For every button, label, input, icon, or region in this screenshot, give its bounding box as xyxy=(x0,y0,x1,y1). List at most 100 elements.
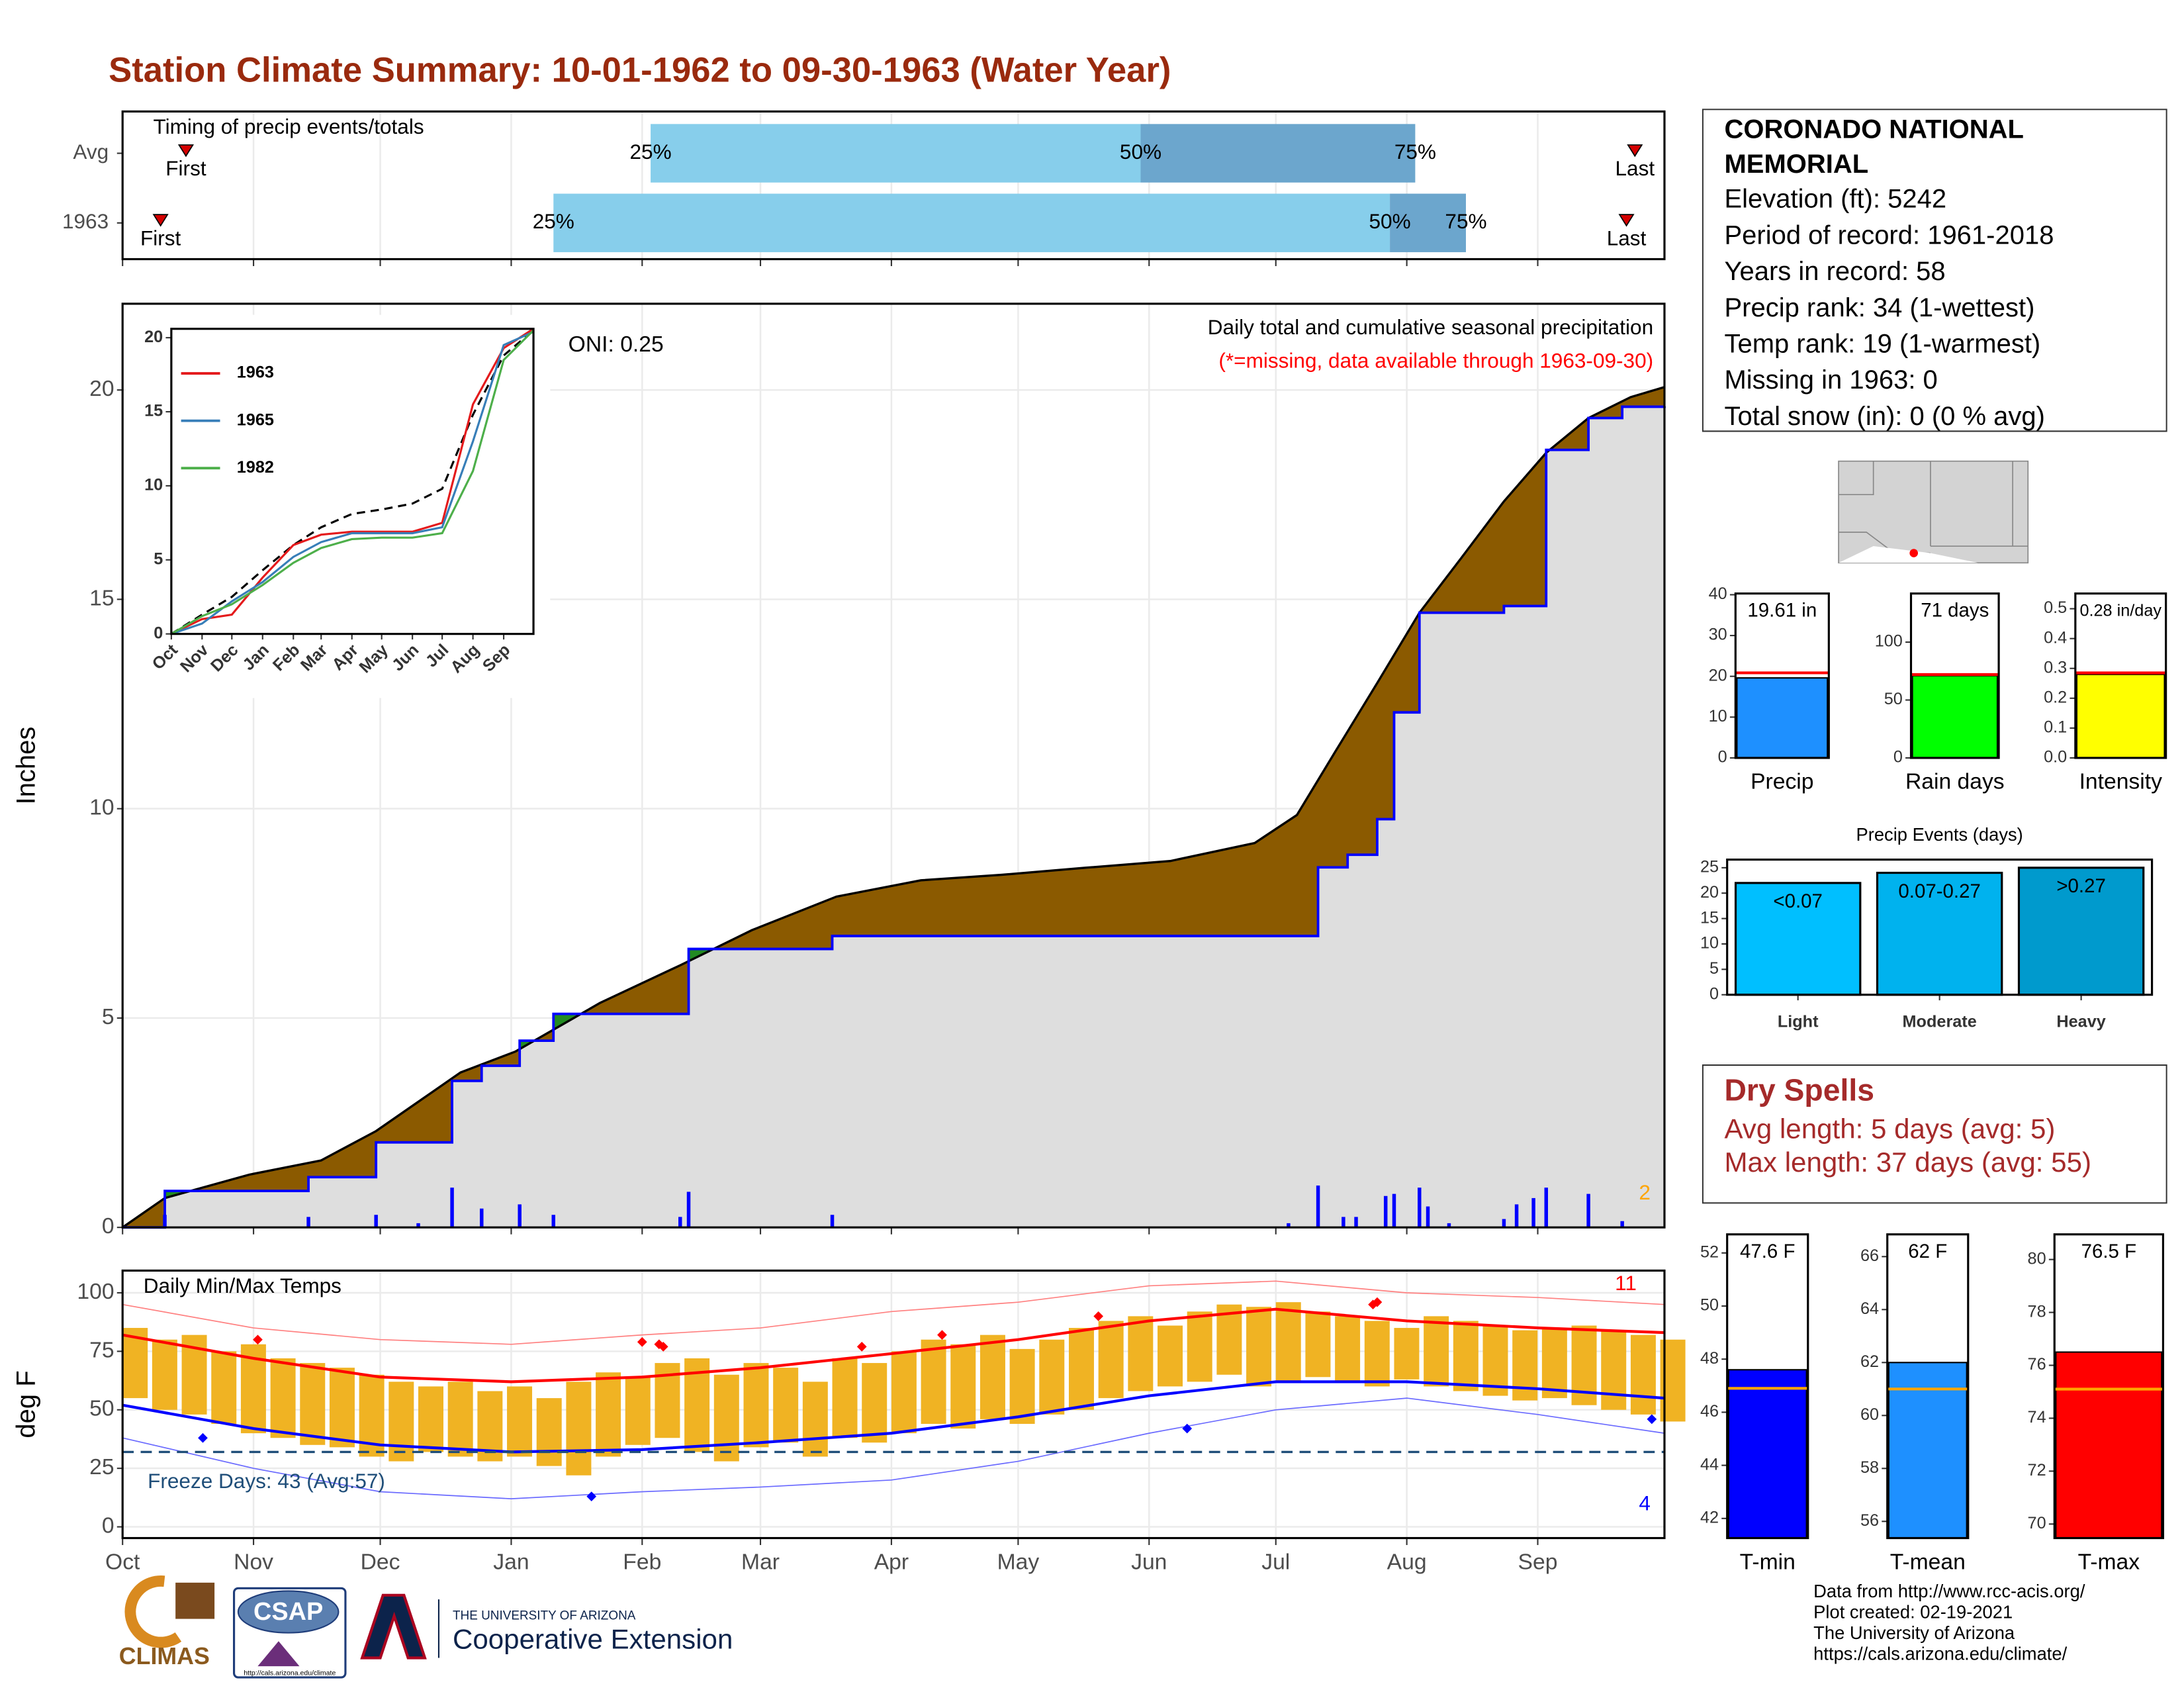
daily-temp-range xyxy=(773,1368,799,1443)
quantile-label: 75% xyxy=(1445,209,1486,233)
x-tick-label: Dec xyxy=(361,1550,400,1574)
record-marker xyxy=(198,1432,208,1443)
bin-label: <0.07 xyxy=(1773,890,1823,912)
daily-precip xyxy=(1620,1221,1624,1228)
y-tick-label: 56 xyxy=(1860,1511,1879,1530)
quantile-label: 50% xyxy=(1120,140,1161,164)
series-line xyxy=(171,328,534,635)
temp-line xyxy=(122,1307,1665,1383)
daily-temp-range xyxy=(832,1358,858,1438)
marker-label: First xyxy=(140,226,181,250)
daily-temp-range xyxy=(1601,1330,1627,1410)
y-tick-label: 20 xyxy=(144,328,163,346)
daily-precip xyxy=(1514,1204,1519,1228)
y-tick-label: 50 xyxy=(89,1397,114,1421)
footer-line: The University of Arizona xyxy=(1813,1622,2015,1643)
daily-temp-range xyxy=(566,1382,592,1476)
value-label: 71 days xyxy=(1921,600,1989,622)
dry-spells-panel: Dry Spells Avg length: 5 days (avg: 5) M… xyxy=(1702,1064,2167,1204)
plot-border xyxy=(121,1269,1666,1540)
y-tick-label: 10 xyxy=(1700,934,1719,953)
x-tick-label: Jul xyxy=(1261,1550,1290,1574)
daily-temp-range xyxy=(743,1363,769,1448)
y-tick-label: 80 xyxy=(2028,1249,2046,1268)
y-tick-label: 5 xyxy=(154,549,163,568)
quantile-label: 25% xyxy=(630,140,672,164)
x-tick-label: Mar xyxy=(741,1550,780,1574)
y-axis-label: Inches xyxy=(12,727,41,805)
value-label: 62 F xyxy=(1908,1241,1947,1262)
daily-precip xyxy=(1544,1188,1548,1228)
summary-bar xyxy=(2075,673,2165,759)
y-tick-label: 0 xyxy=(1709,984,1719,1003)
daily-temp-range xyxy=(1068,1328,1094,1410)
y-tick-label: 0.5 xyxy=(2044,598,2067,617)
daily-precip xyxy=(678,1217,682,1228)
daily-temp-range xyxy=(536,1398,562,1466)
plot-border xyxy=(1726,1233,1809,1540)
x-tick-label: Heavy xyxy=(2056,1012,2105,1031)
y-tick-label: 64 xyxy=(1860,1299,1879,1318)
x-axis-label: Rain days xyxy=(1905,770,2005,794)
row-label: Avg xyxy=(73,140,109,164)
legend-label: 1963 xyxy=(237,363,274,382)
y-tick-label: 30 xyxy=(1709,626,1727,644)
daily-precip xyxy=(1531,1197,1535,1228)
daily-temp-range xyxy=(1364,1321,1390,1387)
daily-temp-range xyxy=(625,1377,651,1445)
daily-precip xyxy=(1586,1194,1590,1228)
page-title: Station Climate Summary: 10-01-1962 to 0… xyxy=(109,50,1171,89)
daily-temp-range xyxy=(1128,1316,1154,1391)
y-tick-label: 15 xyxy=(89,586,114,610)
daily-precip xyxy=(1418,1188,1422,1228)
y-tick-label: 0 xyxy=(1893,748,1903,767)
y-tick-label: 78 xyxy=(2028,1302,2046,1321)
y-tick-label: 10 xyxy=(1709,707,1727,726)
daily-temp-range xyxy=(596,1372,621,1457)
freeze-label: Freeze Days: 43 (Avg:57) xyxy=(148,1469,385,1493)
climas-emblem xyxy=(124,1575,182,1648)
marker-label: Last xyxy=(1615,156,1655,180)
summary-bar xyxy=(1727,1369,1807,1539)
record-marker xyxy=(253,1335,263,1345)
chart-title: Daily Min/Max Temps xyxy=(144,1274,341,1297)
value-label: 76.5 F xyxy=(2081,1241,2137,1262)
cumulative-line xyxy=(122,386,1665,1229)
series-line xyxy=(171,329,535,635)
map-land xyxy=(1838,460,2029,564)
y-tick-label: 48 xyxy=(1700,1349,1719,1368)
bin-label: >0.27 xyxy=(2056,875,2106,897)
record-marker xyxy=(1182,1423,1193,1434)
x-tick-label: Jan xyxy=(493,1550,529,1574)
x-tick-label: Aug xyxy=(1387,1550,1427,1574)
daily-temp-range xyxy=(1453,1321,1479,1391)
daily-precip xyxy=(518,1204,522,1228)
temp-line xyxy=(122,1397,1665,1499)
extension-name: Cooperative Extension xyxy=(453,1623,733,1654)
y-tick-label: 70 xyxy=(2028,1514,2046,1532)
daily-temp-range xyxy=(211,1351,237,1424)
y-tick-label: 72 xyxy=(2028,1461,2046,1479)
station-line: Elevation (ft): 5242 xyxy=(1724,185,1947,215)
csap-url: http://cals.arizona.edu/climate xyxy=(244,1669,336,1677)
event-marker xyxy=(1627,144,1643,158)
y-tick-label: 25 xyxy=(89,1455,114,1479)
value-label: 47.6 F xyxy=(1740,1241,1796,1262)
event-bar xyxy=(1734,882,1862,996)
footer-line: Plot created: 02-19-2021 xyxy=(1813,1601,2013,1622)
x-tick-label: Sep xyxy=(1518,1550,1558,1574)
footer-line: https://cals.arizona.edu/climate/ xyxy=(1813,1644,2067,1664)
dry-spells-box: Dry Spells Avg length: 5 days (avg: 5) M… xyxy=(1702,1064,2167,1204)
station-line: Temp rank: 19 (1-warmest) xyxy=(1724,330,2041,360)
daily-temp-range xyxy=(1039,1339,1065,1415)
daily-precip xyxy=(686,1192,691,1228)
summary-bar xyxy=(1888,1362,1968,1539)
event-marker xyxy=(152,214,169,227)
daily-temp-range xyxy=(152,1339,177,1410)
quantile-label: 75% xyxy=(1394,140,1436,164)
daily-temp-range xyxy=(1246,1307,1272,1387)
y-tick-label: 0.3 xyxy=(2044,658,2067,677)
marker-label: Last xyxy=(1607,226,1647,250)
